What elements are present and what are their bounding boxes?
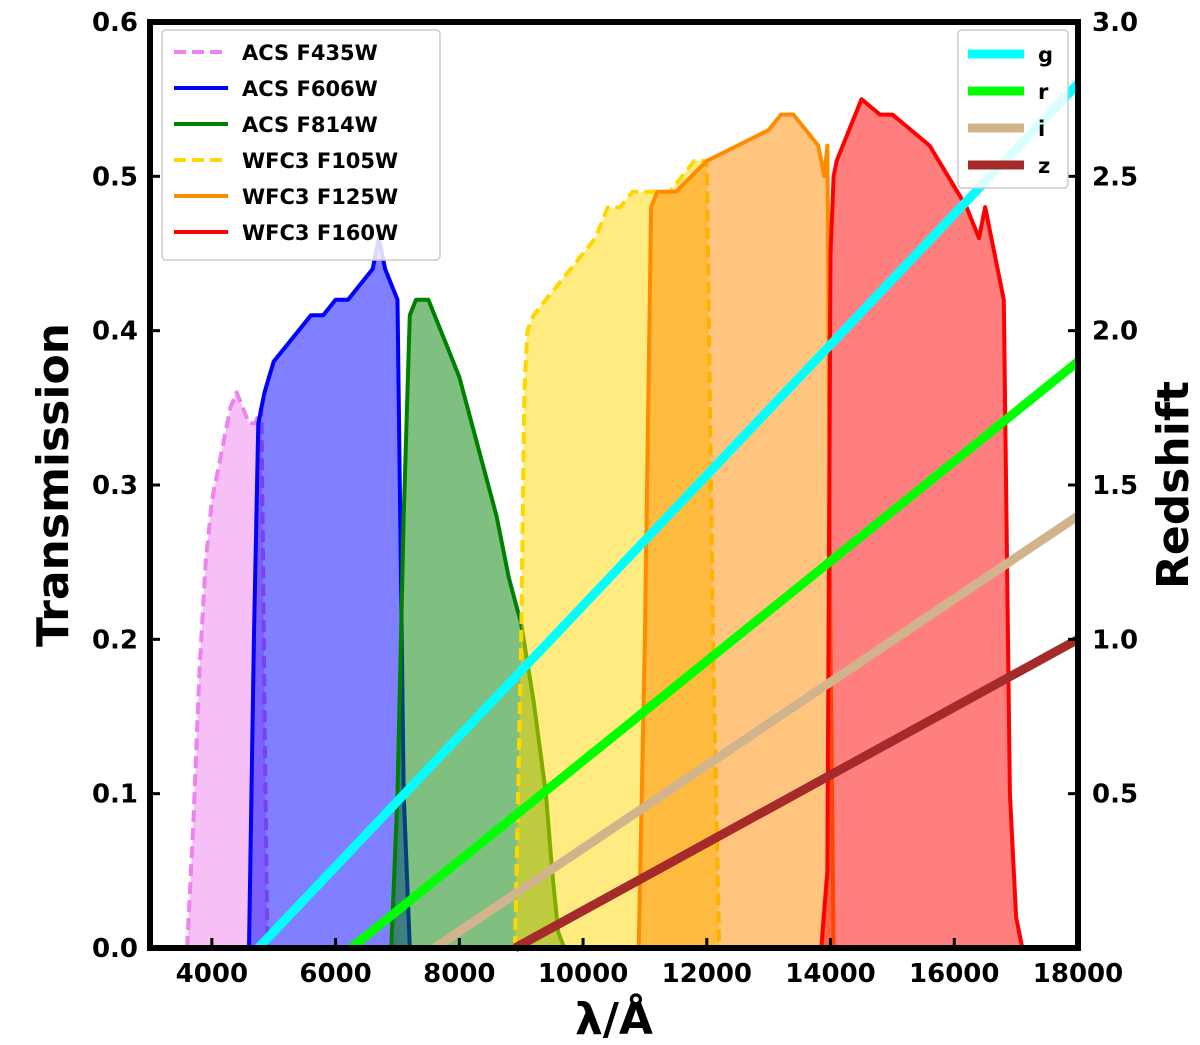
filter-curves (185, 97, 1025, 949)
y-right-tick-label: 1.5 (1092, 471, 1138, 501)
redshift-line-r (348, 358, 1081, 952)
filter-curve-0 (185, 390, 270, 949)
y-left-tick-label: 0.3 (92, 471, 138, 501)
redshift-legend-label: r (1038, 80, 1049, 104)
filter-fill-1 (249, 238, 410, 949)
filter-fill-5 (821, 99, 1023, 948)
x-axis-title: λ/Å (575, 992, 653, 1045)
x-tick-label: 10000 (538, 959, 628, 989)
y-axis-title-right: Redshift (1148, 381, 1199, 589)
y-left-tick-label: 0.6 (92, 8, 138, 38)
redshift-legend-box (957, 29, 1069, 189)
x-tick-label: 6000 (299, 959, 371, 989)
x-tick-label: 14000 (785, 959, 875, 989)
y-right-tick-label: 2.0 (1092, 317, 1138, 347)
x-tick-label: 8000 (423, 959, 495, 989)
filter-legend-box (161, 29, 441, 261)
y-left-tick-label: 0.4 (92, 317, 138, 347)
y-left-tick-label: 0.5 (92, 162, 138, 192)
y-right-tick-label: 3.0 (1092, 8, 1138, 38)
y-right-tick-label: 2.5 (1092, 162, 1138, 192)
x-tick-label: 4000 (176, 959, 248, 989)
redshift-legend-label: g (1038, 43, 1053, 67)
filter-legend-label: ACS F814W (242, 113, 378, 137)
filter-curve-4 (636, 112, 836, 949)
filter-legend-label: WFC3 F160W (242, 221, 398, 245)
filter-fill-4 (638, 114, 834, 949)
filter-legend-label: WFC3 F125W (242, 185, 398, 209)
filter-legend-label: ACS F435W (242, 41, 378, 65)
redshift-legend-label: i (1038, 117, 1045, 141)
y-left-tick-label: 0.1 (92, 780, 138, 810)
y-left-tick-label: 0.0 (92, 934, 138, 964)
axis-ticks: 4000 6000 8000 10000 12000 14000 16000 18000 0.0… (92, 8, 1138, 989)
x-tick-label: 16000 (909, 959, 999, 989)
x-tick-label: 12000 (662, 959, 752, 989)
filter-legend-label: ACS F606W (242, 77, 378, 101)
x-tick-label: 18000 (1033, 959, 1123, 989)
filter-legend-label: WFC3 F105W (242, 149, 398, 173)
redshift-lines (255, 80, 1082, 952)
y-right-tick-label: 0.5 (1092, 780, 1138, 810)
redshift-line-i (432, 512, 1081, 952)
y-left-tick-label: 0.2 (92, 625, 138, 655)
filter-curve-3 (513, 158, 722, 949)
redshift-line-g (255, 80, 1082, 952)
filter-fill-0 (187, 392, 268, 948)
filter-curve-1 (247, 236, 412, 949)
redshift-legend-label: z (1038, 154, 1050, 178)
redshift-line-z (512, 635, 1081, 952)
filter-curve-5 (819, 97, 1025, 949)
y-right-tick-label: 1.0 (1092, 625, 1138, 655)
y-axis-title-left: Transmission (28, 323, 79, 647)
filter-legend: ACS F435W ACS F606W ACS F814W WFC3 F105W WFC… (161, 29, 441, 261)
